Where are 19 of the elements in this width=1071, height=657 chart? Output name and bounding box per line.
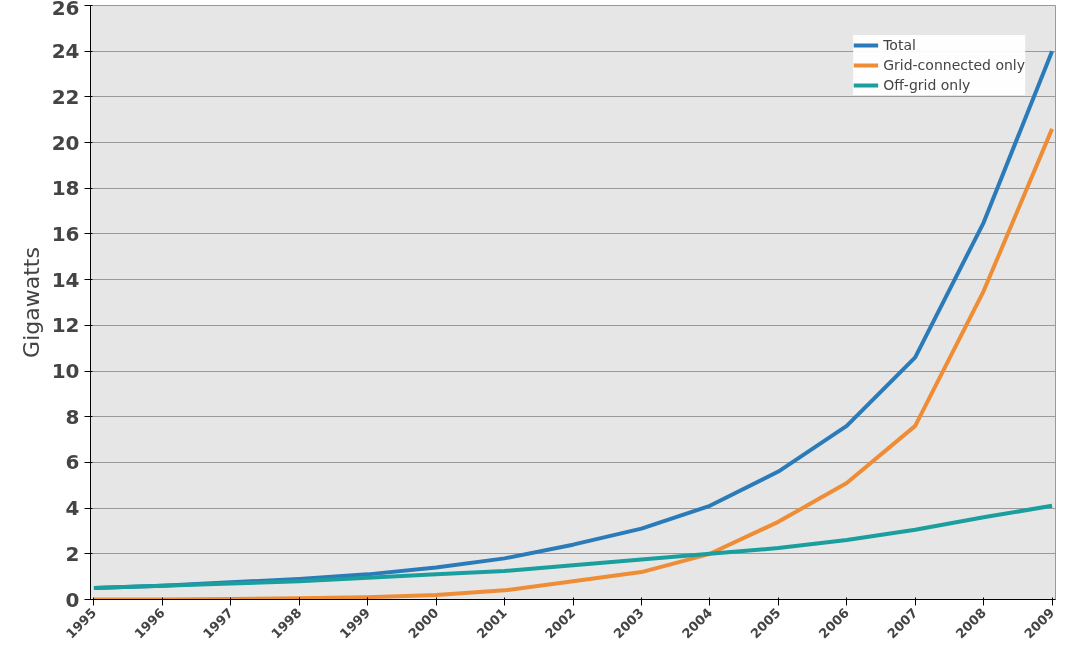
y-tick-label: 20: [51, 130, 80, 155]
y-axis-title: Gigawatts: [18, 247, 44, 358]
y-tick-label: 16: [51, 221, 80, 246]
legend-label: Off-grid only: [883, 77, 971, 93]
y-tick-label: 26: [51, 0, 80, 20]
y-tick-label: 24: [51, 39, 80, 64]
y-tick-label: 8: [65, 404, 80, 429]
line-series: [91, 503, 1055, 591]
legend-label: Grid-connected only: [883, 57, 1025, 73]
y-tick-label: 18: [51, 176, 80, 201]
y-tick-label: 12: [51, 313, 80, 338]
y-tick-label: 14: [51, 267, 80, 292]
y-tick-label: 2: [65, 541, 80, 566]
y-tick-label: 0: [65, 587, 80, 612]
y-tick-label: 10: [51, 359, 80, 384]
legend-label: Total: [883, 37, 916, 53]
y-tick-label: 4: [65, 496, 80, 521]
y-tick-label: 22: [51, 84, 80, 109]
y-tick-label: 6: [65, 450, 80, 475]
